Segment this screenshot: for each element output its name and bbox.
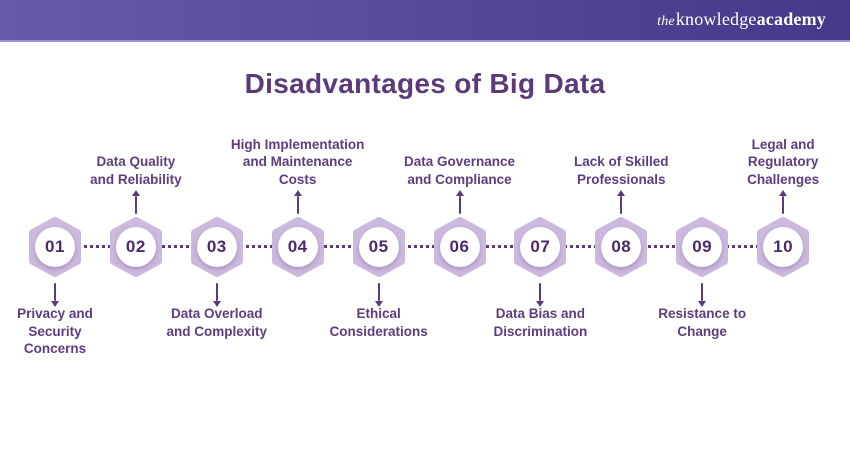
arrow-up-icon xyxy=(296,196,299,214)
hexagon-node-03: 03 xyxy=(189,216,245,278)
hexagon-node-01: 01 xyxy=(27,216,83,278)
step-label: Privacy and Security Concerns xyxy=(17,306,93,356)
arrow-down-icon xyxy=(215,283,218,301)
step-label: Data Quality and Reliability xyxy=(90,154,182,187)
brand-logo: theknowledgeacademy xyxy=(657,0,850,42)
step-label: Data Bias and Discrimination xyxy=(493,306,588,339)
step-number: 03 xyxy=(206,237,227,256)
step-label: Lack of Skilled Professionals xyxy=(574,154,669,187)
number-badge: 07 xyxy=(520,227,561,267)
step-label: Data Governance and Compliance xyxy=(403,154,516,187)
hexagon-node-05: 05 xyxy=(351,216,407,278)
hexagon-node-02: 02 xyxy=(108,216,164,278)
logo-academy: academy xyxy=(756,8,826,29)
arrow-down-icon xyxy=(539,283,542,301)
number-badge: 09 xyxy=(682,227,723,267)
page-title: Disadvantages of Big Data xyxy=(244,68,606,99)
hexagon-node-10: 10 xyxy=(755,216,811,278)
arrow-down-icon xyxy=(701,283,704,301)
hexagon-node-08: 08 xyxy=(593,216,649,278)
step-label: High Implementation and Maintenance Cost… xyxy=(230,136,365,187)
hexagon-node-09: 09 xyxy=(674,216,730,278)
step-label: Resistance to Change xyxy=(658,306,747,339)
header-bar: theknowledgeacademy xyxy=(0,0,850,42)
step-number: 01 xyxy=(45,237,65,256)
number-badge: 06 xyxy=(439,227,480,267)
step-number: 09 xyxy=(692,237,713,256)
timeline-dotted-line xyxy=(55,245,783,248)
hexagon-node-04: 04 xyxy=(270,216,326,278)
number-badge: 10 xyxy=(763,227,804,267)
step-number: 05 xyxy=(368,237,389,256)
step-number: 06 xyxy=(449,237,470,256)
step-label: Legal and Regulatory Challenges xyxy=(747,136,820,187)
step-number: 02 xyxy=(125,237,146,256)
number-badge: 08 xyxy=(601,227,642,267)
arrow-up-icon xyxy=(134,196,137,214)
hexagon-node-06: 06 xyxy=(432,216,488,278)
number-badge: 01 xyxy=(35,227,75,267)
logo-the: the xyxy=(657,13,675,29)
number-badge: 05 xyxy=(358,227,399,267)
step-number: 10 xyxy=(773,237,794,256)
step-number: 07 xyxy=(530,237,551,256)
step-number: 08 xyxy=(611,237,632,256)
hexagon-node-07: 07 xyxy=(512,216,568,278)
number-badge: 02 xyxy=(115,227,156,267)
number-badge: 03 xyxy=(196,227,237,267)
arrow-up-icon xyxy=(620,196,623,214)
step-number: 04 xyxy=(287,237,308,256)
step-label: Ethical Considerations xyxy=(329,306,428,339)
arrow-down-icon xyxy=(377,283,380,301)
arrow-down-icon xyxy=(54,283,56,301)
number-badge: 04 xyxy=(277,227,318,267)
arrow-up-icon xyxy=(458,196,461,214)
step-label: Data Overload and Complexity xyxy=(166,306,268,339)
logo-knowledge: knowledge xyxy=(675,8,757,29)
arrow-up-icon xyxy=(782,196,785,214)
